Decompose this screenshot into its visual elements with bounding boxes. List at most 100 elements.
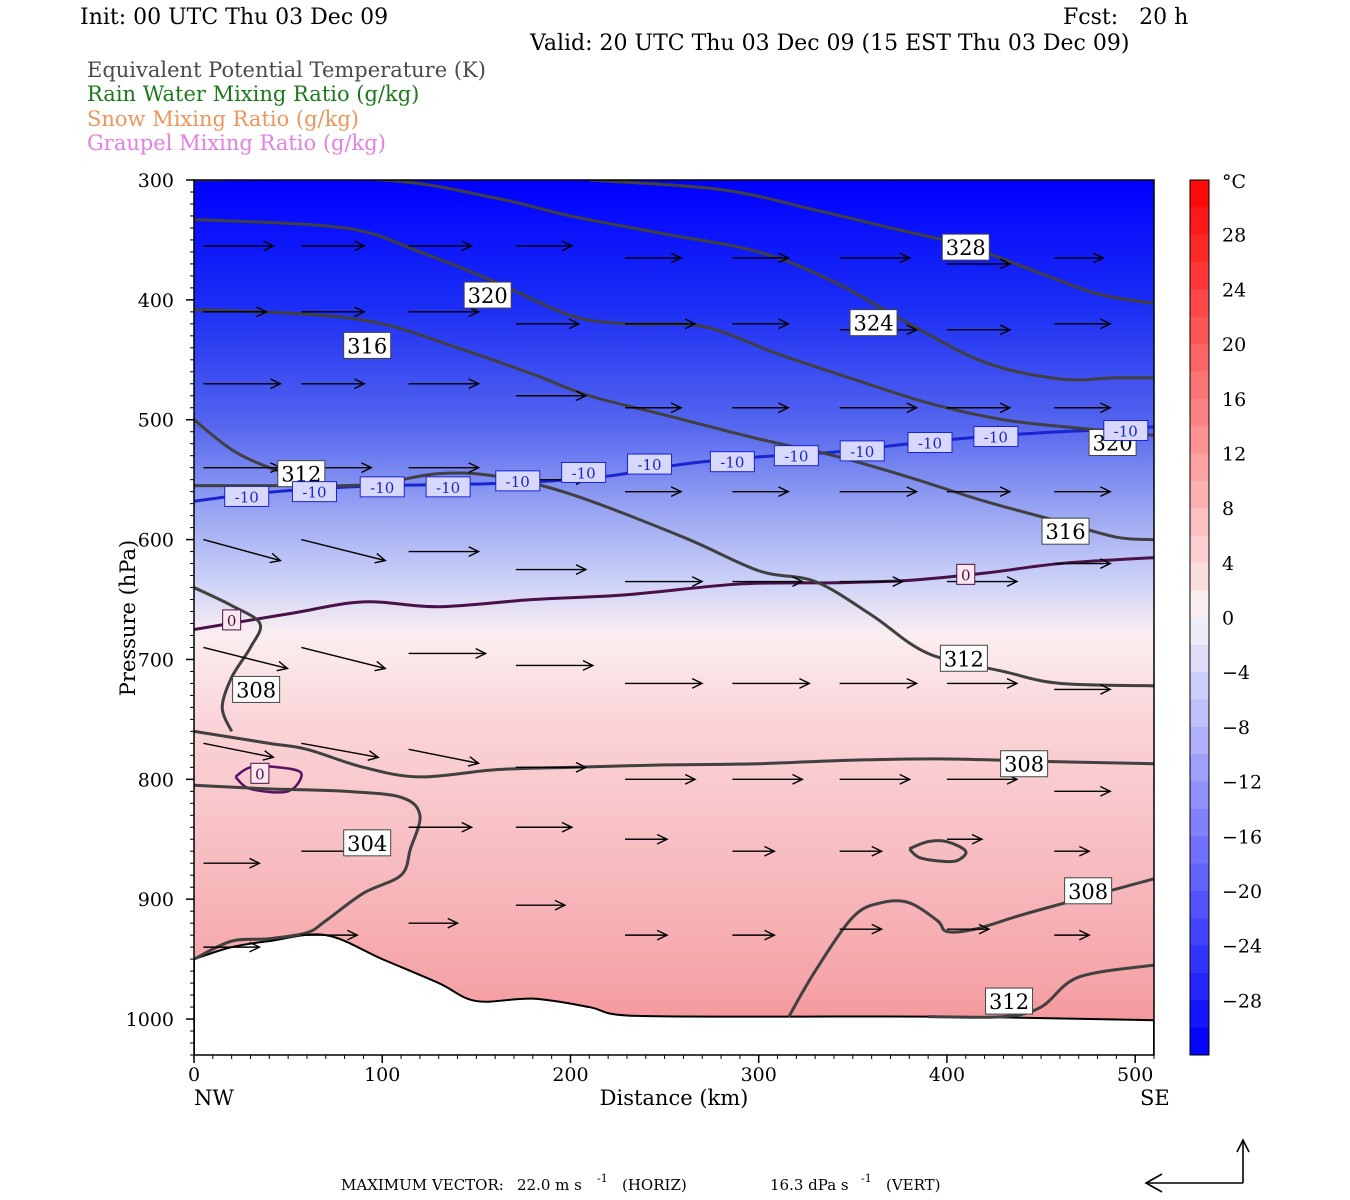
colorbar-bin [1190, 289, 1209, 318]
wind-vector [732, 845, 776, 857]
colorbar-bin [1190, 836, 1209, 865]
legend-snow: Snow Mixing Ratio (g/kg) [87, 107, 359, 131]
svg-text:-10: -10 [302, 484, 326, 502]
colorbar-bin [1190, 918, 1209, 947]
colorbar-bin [1190, 754, 1209, 783]
wind-vector [408, 546, 481, 557]
colorbar: 28 24 20 16 12 8 4 0 −4 −8 −12 −16 −20 −24 −28 [1189, 179, 1262, 1056]
minus10-label: -10 [495, 470, 541, 492]
svg-text:-10: -10 [436, 479, 460, 497]
svg-text:-10: -10 [235, 488, 259, 506]
minus10-label: -10 [291, 481, 337, 503]
wind-vector [515, 318, 581, 330]
theta-e-label: 308 [232, 675, 281, 703]
svg-text:0: 0 [255, 765, 265, 783]
theta-e-contour-308 [908, 839, 968, 864]
wind-vector [301, 929, 359, 941]
wind-vector [839, 678, 919, 689]
wind-vector [946, 402, 1012, 414]
svg-text:316: 316 [1045, 520, 1085, 544]
horiz-vector-value: 22.0 m s [517, 1176, 582, 1194]
wind-vector [203, 857, 262, 869]
horiz-vector-exp: -1 [597, 1172, 608, 1185]
wind-vector [1054, 558, 1112, 569]
forecast-hour-label: Fcst: 20 h [1063, 5, 1188, 30]
theta-e-contour-308 [787, 877, 1154, 1018]
wind-vector [1054, 684, 1112, 695]
theta-e-label: 316 [343, 331, 392, 359]
x-end-label-right: SE [1140, 1086, 1170, 1110]
wind-vector [203, 646, 289, 672]
reference-vector-icon [1144, 1138, 1250, 1193]
svg-text:312: 312 [989, 990, 1029, 1014]
wind-vector [515, 899, 567, 911]
theta-e-contour-312 [928, 963, 1154, 1019]
wind-vector [1054, 929, 1091, 941]
wind-vector [839, 402, 919, 414]
theta-e-contour-328 [589, 180, 1154, 305]
horiz-vector-tag: (HORIZ) [622, 1176, 687, 1194]
wind-vector [625, 929, 669, 941]
minus10-label: -10 [425, 476, 471, 498]
x-tick-label: 0 [188, 1064, 200, 1086]
theta-e-label: 312 [985, 987, 1034, 1015]
colorbar-bin [1190, 508, 1209, 536]
wind-vector [301, 306, 366, 318]
wind-vector [515, 240, 574, 252]
wind-vector [625, 486, 683, 498]
wind-vector [732, 678, 811, 689]
wind-vector [625, 252, 683, 264]
wind-vector [203, 378, 283, 390]
wind-vector [301, 538, 387, 564]
wind-vector [203, 742, 275, 761]
wind-vector [203, 306, 269, 318]
colorbar-bin [1190, 371, 1209, 400]
svg-text:0: 0 [961, 566, 971, 584]
colorbar-bin [1190, 398, 1209, 427]
colorbar-tick-label: −16 [1222, 826, 1262, 848]
x-tick-label: 500 [1117, 1064, 1153, 1086]
svg-text:304: 304 [347, 832, 387, 856]
colorbar-tick-label: −24 [1222, 936, 1262, 958]
colorbar-bin [1190, 699, 1209, 728]
colorbar-bin [1190, 863, 1209, 892]
y-tick-label: 900 [138, 889, 174, 911]
plot-area [194, 180, 1154, 1055]
wind-vector [625, 576, 704, 587]
wind-vector [1054, 252, 1105, 264]
wind-vector [408, 821, 474, 833]
colorbar-tick-label: 20 [1222, 334, 1246, 356]
theta-e-label: 308 [1000, 750, 1049, 778]
wind-vector [515, 390, 588, 402]
theta-e-contour-316 [194, 307, 1154, 542]
y-tick-label: 800 [138, 769, 174, 791]
wind-vector [625, 402, 683, 414]
legend-graupel: Graupel Mixing Ratio (g/kg) [87, 131, 386, 155]
wind-vector [408, 378, 481, 390]
svg-text:320: 320 [468, 284, 508, 308]
wind-vector [946, 923, 991, 935]
wind-vector [203, 538, 282, 564]
svg-text:-10: -10 [984, 429, 1008, 447]
vert-vector-tag: (VERT) [886, 1176, 941, 1194]
colorbar-tick-label: 12 [1222, 443, 1246, 465]
svg-text:-10: -10 [720, 454, 744, 472]
svg-text:-10: -10 [784, 448, 808, 466]
minus10-isotherm [194, 425, 1154, 503]
theta-e-contour-308 [194, 586, 263, 732]
wind-vector [839, 252, 912, 264]
theta-e-label: 308 [1064, 877, 1113, 905]
colorbar-bin [1190, 726, 1209, 755]
svg-text:312: 312 [944, 647, 984, 671]
minus10-label: -10 [627, 453, 673, 475]
colorbar-bin [1190, 480, 1209, 509]
y-tick-label: 400 [138, 290, 174, 312]
colorbar-bin [1190, 972, 1209, 1001]
svg-text:308: 308 [236, 678, 276, 702]
vert-vector-value: 16.3 dPa s [770, 1176, 849, 1194]
svg-text:328: 328 [946, 236, 986, 260]
minus10-label: -10 [907, 432, 953, 453]
wind-vector [408, 648, 488, 659]
wind-vector [1054, 845, 1091, 857]
colorbar-tick-label: −8 [1222, 717, 1250, 739]
